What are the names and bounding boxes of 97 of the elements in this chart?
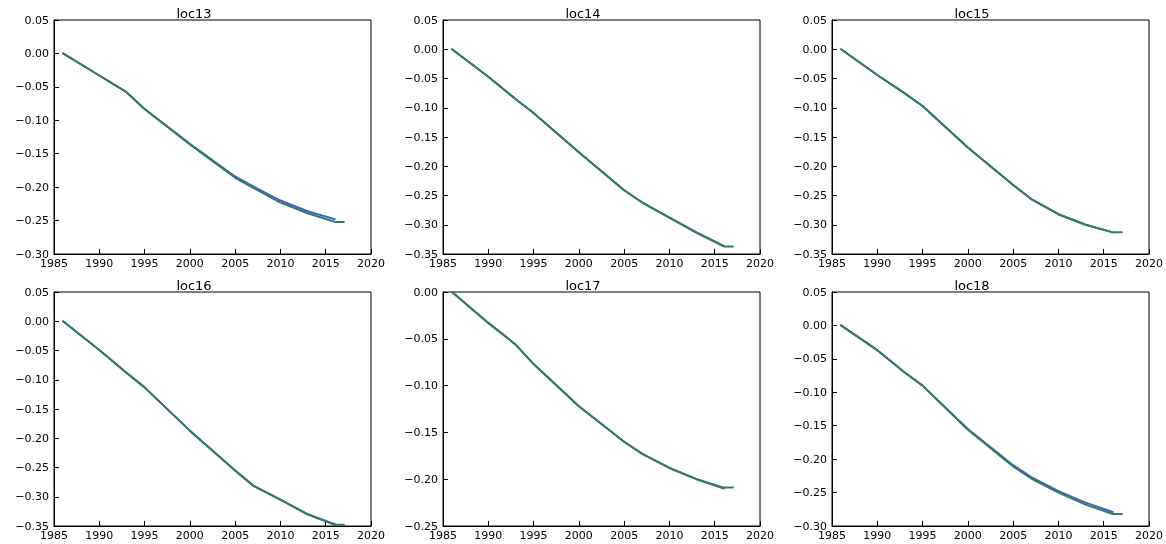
y-tick-label: −0.30 <box>15 490 49 504</box>
y-tick-label: −0.20 <box>15 431 49 445</box>
x-tick-label: 2020 <box>1135 529 1163 542</box>
x-tick-label: 2005 <box>221 529 250 542</box>
x-tick-label: 1990 <box>85 257 114 270</box>
y-tick-label: −0.10 <box>15 373 49 387</box>
x-tick-label: 1985 <box>429 257 457 270</box>
x-tick-label: 2010 <box>1044 529 1073 542</box>
x-tick-label: 2015 <box>700 257 729 270</box>
x-tick-label: 2010 <box>655 529 684 542</box>
x-tick-label: 1985 <box>818 529 846 542</box>
y-tick-label: 0.05 <box>24 13 49 27</box>
y-tick-label: −0.20 <box>15 180 49 194</box>
y-tick-label: −0.20 <box>793 452 827 466</box>
y-tick-label: −0.20 <box>404 159 438 173</box>
chart-title: loc16 <box>176 278 212 293</box>
y-tick-label: 0.00 <box>413 42 438 56</box>
y-tick-label: 0.00 <box>413 285 438 299</box>
x-tick-label: 2015 <box>1089 529 1118 542</box>
y-tick-label: −0.15 <box>15 402 49 416</box>
y-tick-label: 0.05 <box>413 13 438 27</box>
x-tick-label: 2015 <box>311 529 340 542</box>
y-tick-label: −0.05 <box>404 332 438 346</box>
x-tick-label: 2015 <box>1089 257 1118 270</box>
x-tick-label: 2005 <box>999 529 1028 542</box>
chart-title: loc18 <box>954 278 990 293</box>
y-tick-label: −0.10 <box>15 113 49 127</box>
x-tick-label: 1990 <box>474 257 503 270</box>
chart-title: loc17 <box>565 278 601 293</box>
y-tick-label: −0.10 <box>404 379 438 393</box>
x-tick-label: 1995 <box>908 529 937 542</box>
x-tick-label: 2020 <box>1135 257 1163 270</box>
y-tick-label: −0.05 <box>15 344 49 357</box>
x-tick-label: 2000 <box>564 257 593 270</box>
y-tick-label: −0.10 <box>793 101 827 115</box>
x-tick-label: 2000 <box>175 257 204 270</box>
x-tick-label: 2015 <box>700 529 729 542</box>
y-tick-label: −0.30 <box>793 218 827 232</box>
chart-title: loc14 <box>565 6 601 21</box>
y-tick-label: −0.15 <box>15 147 49 161</box>
x-tick-label: 2010 <box>266 257 295 270</box>
y-tick-label: 0.00 <box>802 318 827 332</box>
x-tick-label: 2010 <box>266 529 295 542</box>
x-tick-label: 1985 <box>429 529 457 542</box>
chart-title: loc13 <box>176 6 212 21</box>
y-tick-label: −0.05 <box>793 72 827 85</box>
y-tick-label: −0.30 <box>404 218 438 232</box>
y-tick-label: 0.05 <box>24 285 49 299</box>
x-tick-label: 2005 <box>610 529 639 542</box>
x-tick-label: 2020 <box>746 529 774 542</box>
x-tick-label: 2010 <box>655 257 684 270</box>
x-tick-label: 1985 <box>40 257 68 270</box>
x-tick-label: 1990 <box>863 529 892 542</box>
y-tick-label: −0.05 <box>15 80 49 94</box>
chart-title: loc15 <box>954 6 990 21</box>
y-tick-label: −0.25 <box>15 461 49 474</box>
y-tick-label: 0.00 <box>802 42 827 56</box>
x-tick-label: 1990 <box>474 529 503 542</box>
x-tick-label: 1995 <box>519 529 548 542</box>
y-tick-label: −0.15 <box>793 130 827 144</box>
y-tick-label: −0.20 <box>404 472 438 486</box>
x-tick-label: 2010 <box>1044 257 1073 270</box>
y-tick-label: −0.10 <box>404 101 438 115</box>
y-tick-label: −0.25 <box>793 189 827 202</box>
x-tick-label: 2005 <box>999 257 1028 270</box>
x-tick-label: 2020 <box>357 529 385 542</box>
y-tick-label: −0.25 <box>15 214 49 228</box>
y-tick-label: 0.00 <box>24 314 49 328</box>
x-tick-label: 1995 <box>130 257 159 270</box>
x-tick-label: 1990 <box>85 529 114 542</box>
x-tick-label: 1990 <box>863 257 892 270</box>
y-tick-label: −0.05 <box>793 352 827 366</box>
y-tick-label: −0.15 <box>404 425 438 439</box>
x-tick-label: 2005 <box>610 257 639 270</box>
y-tick-label: 0.05 <box>802 13 827 27</box>
y-tick-label: −0.25 <box>793 486 827 500</box>
y-tick-label: −0.05 <box>404 72 438 85</box>
y-tick-label: −0.10 <box>793 385 827 399</box>
y-tick-label: −0.15 <box>793 419 827 433</box>
x-tick-label: 2000 <box>564 529 593 542</box>
x-tick-label: 1985 <box>818 257 846 270</box>
x-tick-label: 2005 <box>221 257 250 270</box>
x-tick-label: 2000 <box>175 529 204 542</box>
x-tick-label: 2000 <box>953 529 982 542</box>
y-tick-label: −0.20 <box>793 159 827 173</box>
x-tick-label: 2000 <box>953 257 982 270</box>
y-tick-label: −0.25 <box>404 189 438 202</box>
x-tick-label: 2015 <box>311 257 340 270</box>
y-tick-label: 0.05 <box>802 285 827 299</box>
y-tick-label: −0.15 <box>404 130 438 144</box>
x-tick-label: 1995 <box>130 529 159 542</box>
x-tick-label: 1995 <box>908 257 937 270</box>
y-tick-label: 0.00 <box>24 46 49 60</box>
x-tick-label: 1995 <box>519 257 548 270</box>
x-tick-label: 2020 <box>357 257 385 270</box>
x-tick-label: 1985 <box>40 529 68 542</box>
x-tick-label: 2020 <box>746 257 774 270</box>
